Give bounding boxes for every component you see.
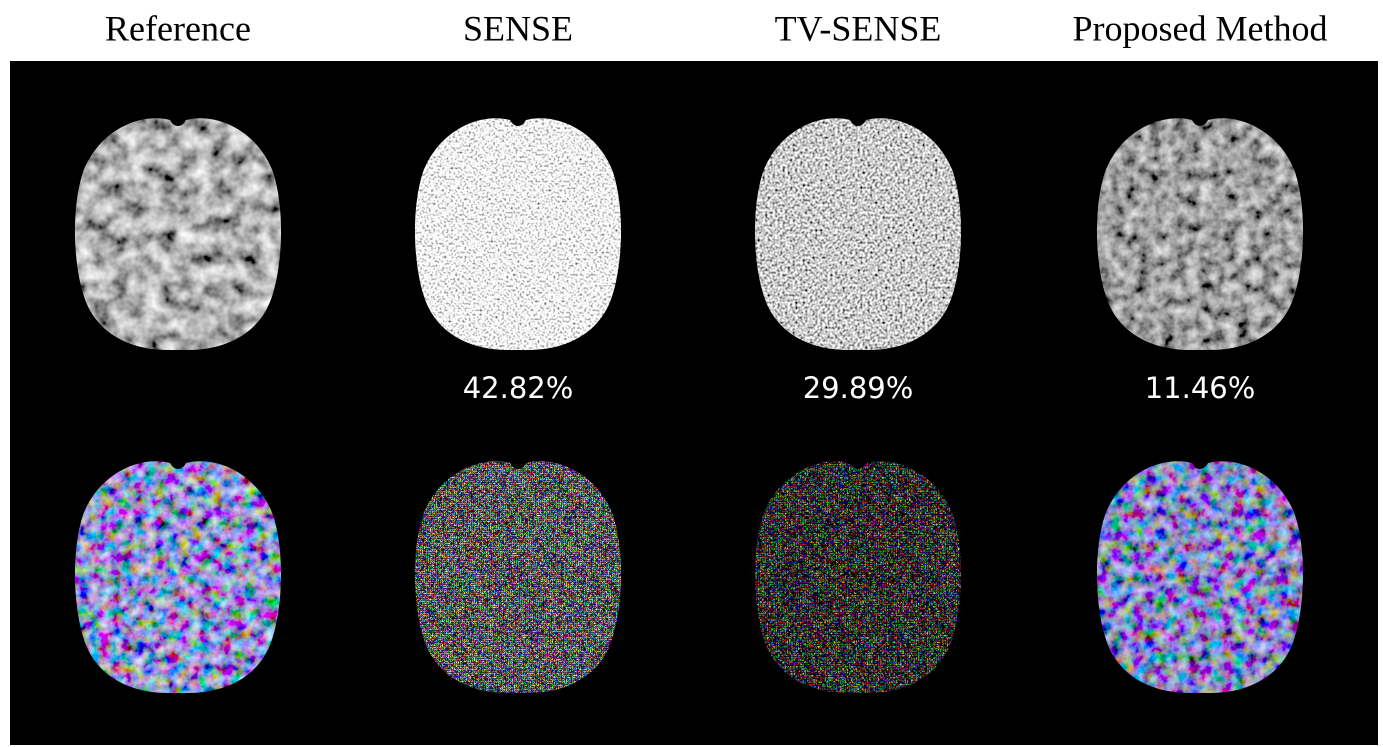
brain-texture <box>1096 118 1304 350</box>
fa-map <box>414 118 622 350</box>
brain-texture <box>754 461 962 693</box>
color-fa-map <box>754 461 962 693</box>
brain-slice <box>74 118 282 350</box>
fa-map <box>74 118 282 350</box>
brain-slice <box>414 461 622 693</box>
brain-slice <box>1096 118 1304 350</box>
column-title: TV-SENSE <box>775 8 942 48</box>
column-title: Proposed Method <box>1073 8 1328 48</box>
brain-texture <box>1096 461 1304 693</box>
color-fa-map <box>74 461 282 693</box>
brain-texture <box>74 461 282 693</box>
brain-slice <box>754 461 962 693</box>
brain-texture <box>414 461 622 693</box>
color-fa-map <box>414 461 622 693</box>
brain-slice <box>754 118 962 350</box>
brain-texture <box>414 118 622 350</box>
brain-slice <box>74 461 282 693</box>
brain-slice <box>414 118 622 350</box>
brain-slice <box>1096 461 1304 693</box>
column-title: SENSE <box>463 8 573 48</box>
fa-map <box>1096 118 1304 350</box>
error-label: 11.46% <box>1145 371 1256 405</box>
color-fa-map <box>1096 461 1304 693</box>
error-label: 42.82% <box>463 371 574 405</box>
content: Reference SENSE 42.82% TV-SENSE 29.89% Propos… <box>74 8 1328 693</box>
brain-texture <box>754 118 962 350</box>
error-label: 29.89% <box>803 371 914 405</box>
fa-map <box>754 118 962 350</box>
brain-texture <box>74 118 282 350</box>
column-title: Reference <box>105 8 251 48</box>
